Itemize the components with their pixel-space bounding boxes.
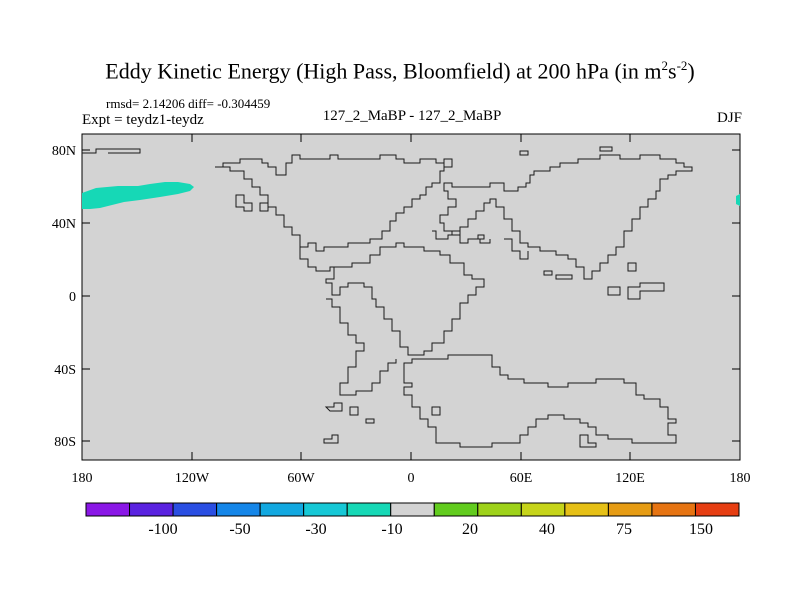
colorbar [85, 502, 740, 517]
colorbar-box [346, 502, 392, 517]
colorbar-box [651, 502, 696, 517]
colorbar-box [390, 502, 435, 517]
lat-label: 40S [54, 363, 76, 378]
colorbar-label: 75 [616, 521, 632, 538]
runs-label: 127_2_MaBP - 127_2_MaBP [322, 108, 502, 124]
colorbar-box [564, 502, 609, 517]
season-label: DJF [716, 110, 742, 126]
stats-text: rmsd= 2.14206 diff= -0.304459 [106, 96, 271, 111]
colorbar-label: -30 [305, 521, 326, 538]
lon-label: 0 [408, 471, 415, 486]
colorbar-label: -100 [148, 521, 177, 538]
colorbar-label: -10 [381, 521, 402, 538]
colorbar-label: 40 [539, 521, 555, 538]
lat-label: 0 [69, 290, 76, 305]
lon-label: 120E [615, 471, 645, 486]
colorbar-box [172, 502, 218, 517]
lat-label: 80S [54, 435, 76, 450]
lon-label: 180 [72, 471, 93, 486]
colorbar-box [259, 502, 305, 517]
colorbar-box [85, 502, 131, 517]
colorbar-box [607, 502, 653, 517]
lon-label: 120W [175, 471, 210, 486]
colorbar-label: 20 [462, 521, 478, 538]
plot-title: Eddy Kinetic Energy (High Pass, Bloomfie… [105, 58, 695, 84]
colorbar-box [433, 502, 479, 517]
colorbar-box [129, 502, 174, 517]
lon-label: 180 [730, 471, 751, 486]
lon-labels: 180 120W 60W 0 60E 120E 180 [72, 471, 751, 486]
lat-label: 40N [52, 217, 76, 232]
colorbar-box [694, 502, 740, 517]
anomaly-region-edge [736, 194, 740, 206]
colorbar-box [303, 502, 348, 517]
experiment-label: Expt = teydz1-teydz [82, 112, 204, 128]
colorbar-box [520, 502, 566, 517]
lat-labels: 80N 40N 0 40S 80S [52, 144, 76, 450]
lon-label: 60E [510, 471, 533, 486]
axis-ticks [81, 134, 741, 460]
colorbar-box [216, 502, 261, 517]
colorbar-box [477, 502, 522, 517]
colorbar-labels: -100 -50 -30 -10 20 40 75 150 [148, 521, 713, 538]
colorbar-label: 150 [689, 521, 713, 538]
anomaly-region-pacific [82, 182, 194, 209]
lat-label: 80N [52, 144, 76, 159]
lon-label: 60W [287, 471, 315, 486]
colorbar-label: -50 [229, 521, 250, 538]
coastlines [82, 146, 693, 448]
